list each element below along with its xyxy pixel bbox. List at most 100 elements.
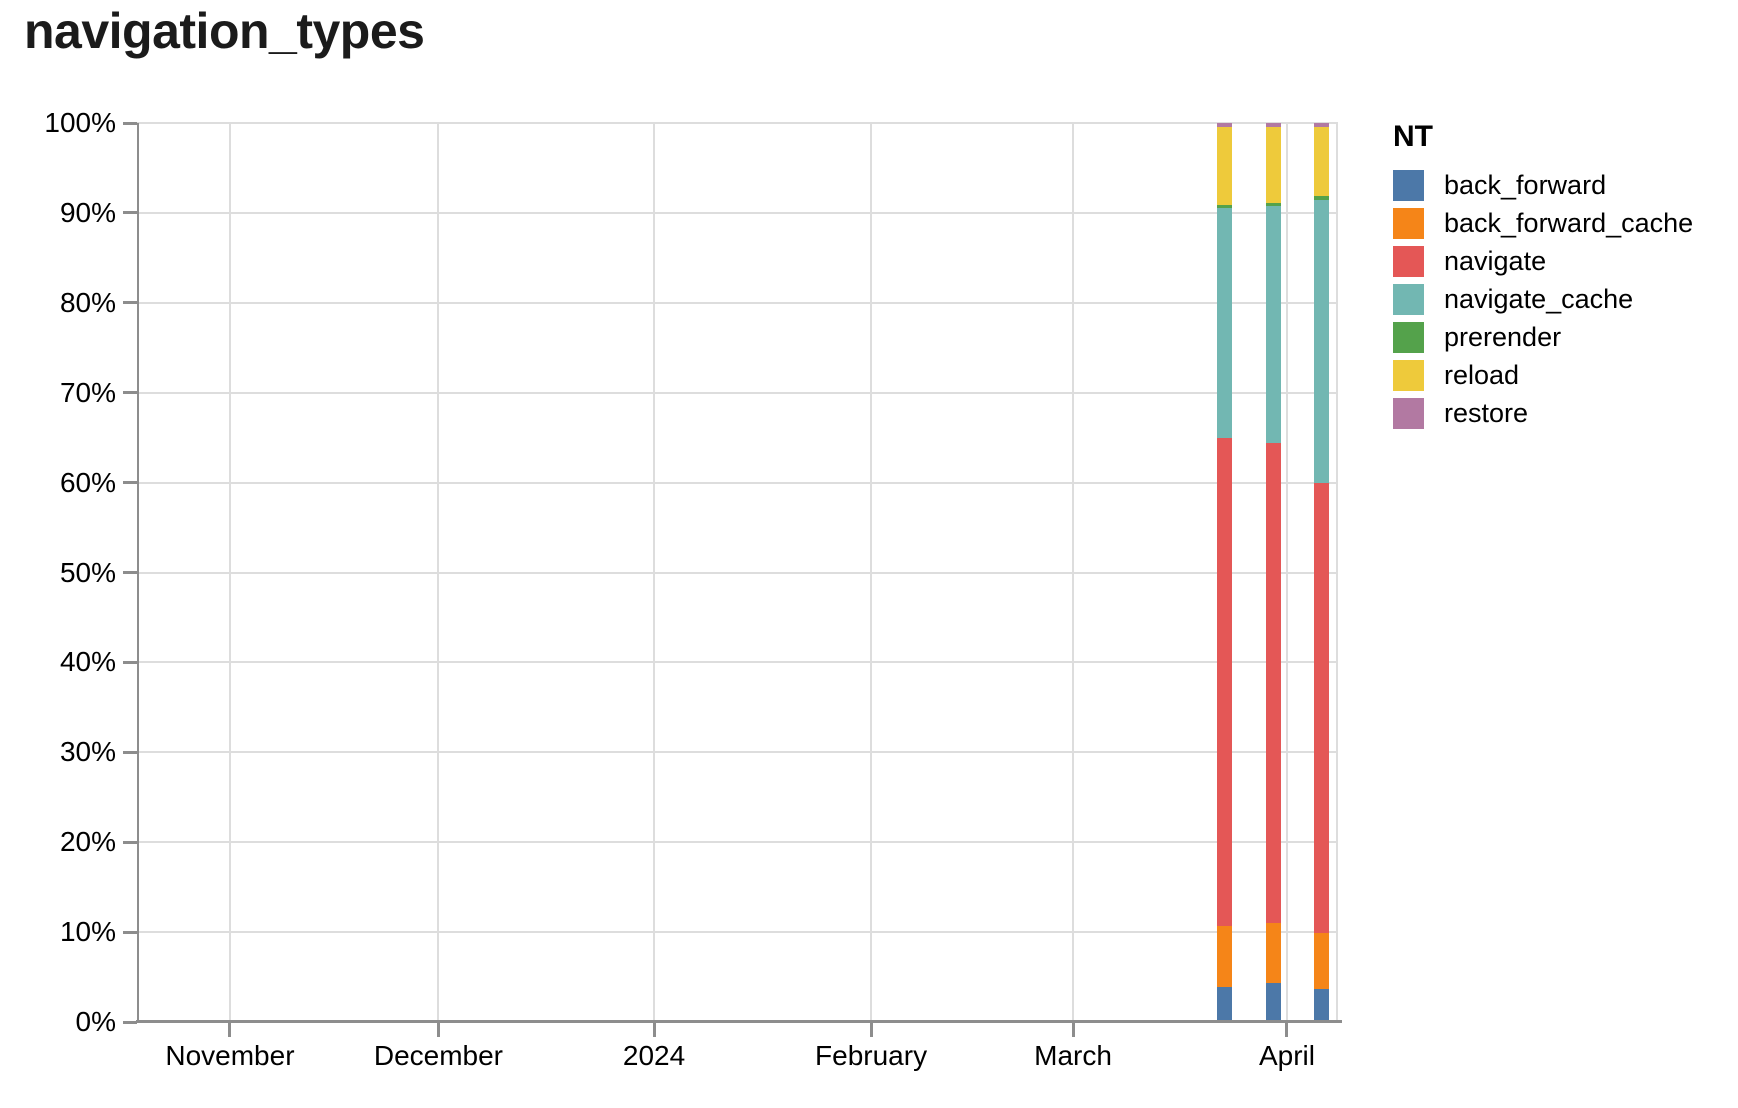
- gridline-x-November: [228, 123, 231, 1022]
- legend-swatch-back_forward_cache: [1393, 208, 1424, 239]
- x-tick-December: [436, 1022, 440, 1037]
- legend-items: back_forward back_forward_cache navigate na…: [1393, 170, 1693, 429]
- bar-1-segment-reload: [1217, 126, 1232, 205]
- y-tick-70: [123, 391, 137, 395]
- bar-1-segment-navigate: [1217, 437, 1232, 926]
- gridline-y-70: [137, 391, 1338, 394]
- bar-3-segment-navigate_cache: [1314, 200, 1330, 483]
- legend-item-label: back_forward: [1444, 170, 1607, 200]
- legend-swatch-reload: [1393, 360, 1424, 391]
- x-tick-label-November: November: [165, 1040, 295, 1071]
- legend-item-label: navigate: [1444, 246, 1547, 276]
- legend-item-reload: reload: [1393, 360, 1693, 391]
- y-tick-label-40: 40%: [59, 646, 116, 678]
- y-axis-line: [137, 123, 139, 1022]
- y-tick-90: [123, 211, 137, 215]
- y-tick-30: [123, 750, 137, 754]
- gridline-x-February: [870, 123, 873, 1022]
- x-tick-label-December: December: [373, 1040, 504, 1071]
- bar-2-segment-restore: [1265, 123, 1281, 127]
- bar-1: [1217, 123, 1232, 1022]
- bar-2-segment-navigate_cache: [1265, 206, 1281, 444]
- bar-2-segment-back_forward_cache: [1265, 923, 1281, 984]
- gridline-y-90: [137, 211, 1338, 214]
- gridline-y-40: [137, 661, 1338, 664]
- plot-area: 0% 10% 20% 30% 40% 50% 60% 70% 80% 90% 100% Novembe…: [44, 107, 1342, 1071]
- legend-item-label: reload: [1444, 360, 1520, 390]
- bar-2-segment-prerender: [1265, 203, 1281, 207]
- bar-2-segment-navigate: [1265, 443, 1281, 924]
- legend-item-prerender: prerender: [1393, 322, 1693, 353]
- gridline-x-right-edge: [1336, 123, 1338, 1022]
- y-tick-label-70: 70%: [59, 376, 116, 408]
- y-tick-50: [123, 571, 137, 574]
- legend-swatch-restore: [1393, 398, 1424, 429]
- bar-3-segment-navigate: [1314, 482, 1330, 933]
- y-tick-10: [123, 930, 137, 934]
- bar-1-segment-prerender: [1217, 204, 1232, 208]
- bar-2-segment-back_forward: [1265, 983, 1281, 1022]
- bar-3-segment-prerender: [1314, 195, 1330, 201]
- y-tick-100: [123, 121, 137, 125]
- bar-1-segment-restore: [1217, 123, 1232, 127]
- y-tick-40: [123, 660, 137, 664]
- bar-3-segment-back_forward: [1314, 988, 1330, 1022]
- gridline-x-March: [1072, 123, 1075, 1022]
- legend-item-label: navigate_cache: [1444, 284, 1634, 314]
- gridline-x-December: [437, 123, 440, 1022]
- y-tick-label-60: 60%: [59, 466, 116, 498]
- chart-title: navigation_types: [24, 3, 425, 59]
- gridline-x-2024: [653, 123, 656, 1022]
- x-tick-label-February: February: [815, 1040, 928, 1071]
- x-tick-March: [1071, 1022, 1075, 1037]
- bar-2-segment-reload: [1265, 126, 1281, 204]
- bar-3: [1314, 123, 1330, 1022]
- y-tick-label-0: 0%: [75, 1006, 116, 1037]
- legend-item-navigate: navigate: [1393, 246, 1693, 277]
- legend-item-label: back_forward_cache: [1444, 208, 1694, 238]
- gridline-y-80: [137, 301, 1338, 304]
- x-axis-line: [136, 1020, 1342, 1023]
- y-tick-label-80: 80%: [59, 286, 116, 318]
- y-tick-label-50: 50%: [59, 556, 116, 588]
- legend-item-restore: restore: [1393, 398, 1693, 429]
- y-tick-20: [123, 840, 137, 844]
- legend-swatch-prerender: [1393, 322, 1424, 353]
- y-tick-label-100: 100%: [44, 107, 116, 138]
- legend-title: NT: [1393, 120, 1433, 153]
- y-tick-80: [123, 301, 137, 305]
- y-tick-label-10: 10%: [59, 916, 116, 948]
- bar-1-segment-navigate_cache: [1217, 207, 1232, 438]
- gridline-y-60: [137, 481, 1338, 484]
- gridline-y-100: [137, 122, 1338, 124]
- y-tick-label-30: 30%: [59, 736, 116, 768]
- x-tick-2024: [652, 1022, 656, 1037]
- legend-item-back_forward_cache: back_forward_cache: [1393, 208, 1693, 239]
- legend-item-navigate_cache: navigate_cache: [1393, 284, 1693, 315]
- y-tick-0: [123, 1020, 137, 1024]
- legend-item-label: restore: [1444, 398, 1529, 428]
- legend-swatch-back_forward: [1393, 170, 1424, 201]
- x-tick-label-April: April: [1258, 1040, 1315, 1071]
- legend-item-label: prerender: [1444, 322, 1562, 352]
- gridline-y-30: [137, 751, 1338, 754]
- x-tick-label-March: March: [1034, 1040, 1112, 1071]
- bar-1-segment-back_forward_cache: [1217, 925, 1232, 987]
- y-tick-label-20: 20%: [59, 826, 116, 858]
- legend-swatch-navigate_cache: [1393, 284, 1424, 315]
- x-tick-February: [869, 1022, 873, 1037]
- bar-3-segment-reload: [1314, 126, 1330, 196]
- x-tick-April: [1285, 1022, 1289, 1037]
- bar-3-segment-back_forward_cache: [1314, 933, 1330, 989]
- y-tick-label-90: 90%: [59, 196, 116, 228]
- gridline-y-50: [137, 571, 1338, 574]
- gridline-x-April: [1285, 123, 1288, 1022]
- y-tick-60: [123, 481, 137, 485]
- gridline-y-20: [137, 841, 1338, 844]
- bar-2: [1265, 123, 1281, 1022]
- gridline-y-10: [137, 931, 1338, 934]
- bar-3-segment-restore: [1314, 123, 1330, 127]
- bar-1-segment-back_forward: [1217, 986, 1232, 1022]
- legend-item-back_forward: back_forward: [1393, 170, 1693, 201]
